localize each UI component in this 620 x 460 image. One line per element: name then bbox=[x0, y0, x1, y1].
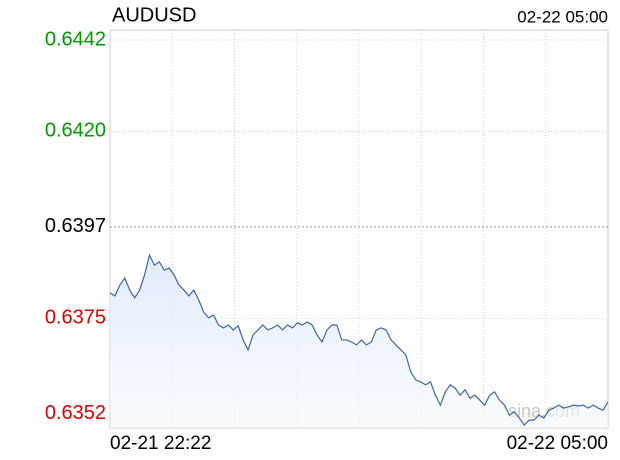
y-tick-label: 0.6442 bbox=[45, 28, 106, 50]
vertical-grid bbox=[171, 30, 547, 428]
y-tick-label: 0.6375 bbox=[45, 307, 106, 329]
chart-title: AUDUSD bbox=[112, 4, 196, 26]
price-line bbox=[109, 253, 609, 427]
time-label: 02-22 05:00 bbox=[517, 7, 608, 26]
x-tick-label: 02-22 05:00 bbox=[507, 433, 608, 454]
y-tick-label: 0.6420 bbox=[45, 120, 106, 142]
area-fill bbox=[110, 255, 608, 428]
x-tick-label: 02-21 22:22 bbox=[110, 433, 211, 454]
y-tick-label: 0.6397 bbox=[45, 215, 106, 237]
y-tick-label: 0.6352 bbox=[45, 402, 106, 424]
